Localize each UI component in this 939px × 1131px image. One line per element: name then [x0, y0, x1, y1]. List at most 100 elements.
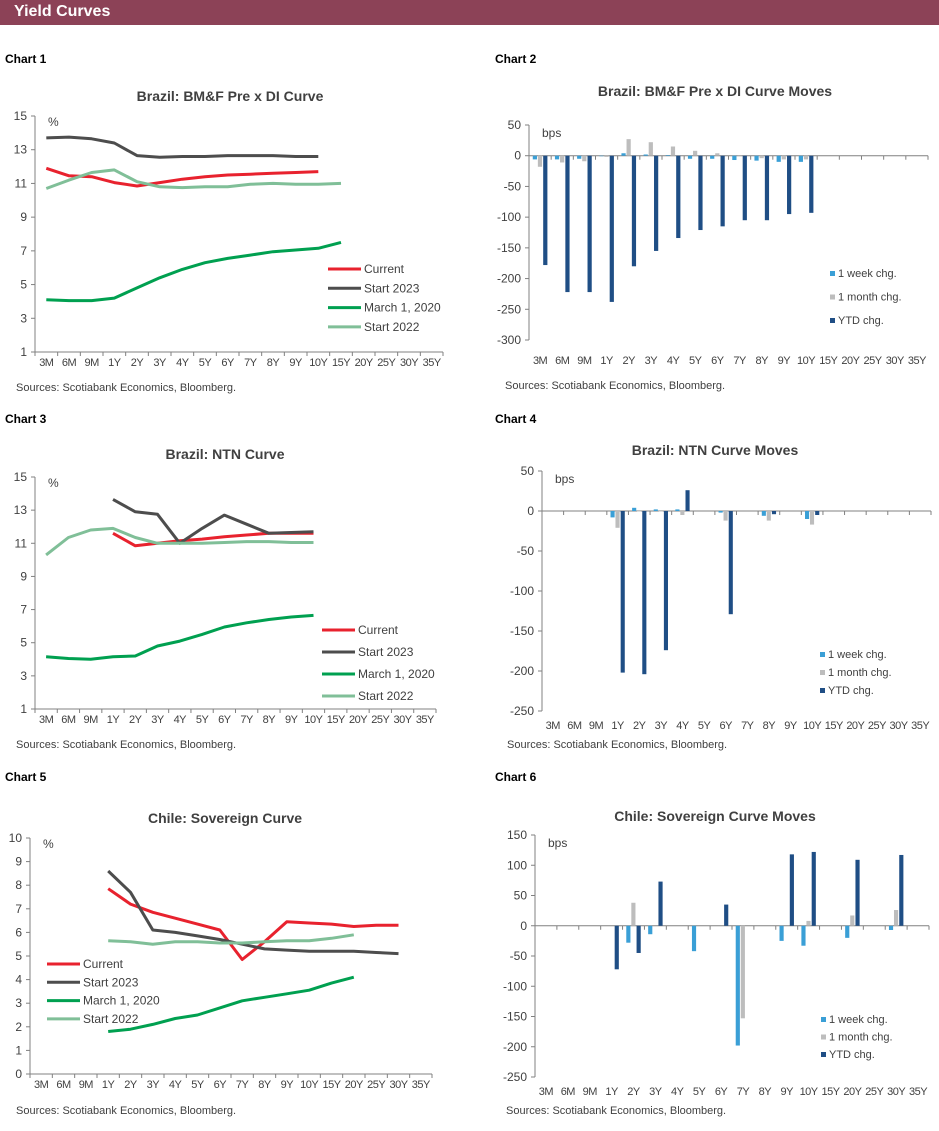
- chart-2-label: Chart 2: [495, 52, 537, 66]
- bar-ytd-chg: [771, 511, 777, 515]
- bar-1-month-chg: [806, 920, 811, 926]
- bar-ytd-chg: [724, 904, 729, 926]
- x-tick-label: 9Y: [289, 357, 303, 369]
- bar-1-week-chg: [691, 925, 697, 952]
- legend-swatch: [830, 294, 835, 300]
- x-tick-label: 8Y: [756, 355, 770, 367]
- legend-label: Start 2022: [358, 689, 414, 703]
- y-tick-label: 6: [15, 925, 22, 939]
- chart-1-source: Sources: Scotiabank Economics, Bloomberg…: [16, 382, 237, 394]
- legend-label: 1 week chg.: [828, 649, 887, 661]
- y-tick-label: 3: [20, 311, 27, 325]
- x-tick-label: 30Y: [389, 1079, 408, 1091]
- chart-3-title: Brazil: NTN Curve: [165, 446, 285, 462]
- bar-ytd-chg: [742, 155, 747, 221]
- x-tick-label: 30Y: [886, 355, 905, 367]
- x-tick-label: 9Y: [780, 1086, 794, 1098]
- series-line-current: [45, 166, 319, 188]
- legend-label: Start 2023: [358, 645, 414, 659]
- bar-ytd-chg: [658, 881, 663, 926]
- x-tick-label: 1Y: [600, 355, 614, 367]
- x-tick-label: 3Y: [151, 714, 165, 726]
- bar-1-week-chg: [798, 155, 803, 162]
- chart-3-source: Sources: Scotiabank Economics, Bloomberg…: [16, 739, 237, 751]
- y-tick-label: -100: [497, 210, 521, 224]
- x-tick-label: 3M: [39, 357, 54, 369]
- bar-ytd-chg: [764, 155, 770, 221]
- x-tick-label: 8Y: [763, 720, 777, 732]
- bar-1-month-chg: [740, 925, 745, 1019]
- legend-label: Current: [358, 623, 399, 637]
- bar-ytd-chg: [676, 155, 681, 239]
- y-tick-label: 1: [20, 345, 27, 359]
- bar-1-week-chg: [735, 925, 740, 1046]
- y-tick-label: 11: [15, 176, 28, 190]
- y-tick-label: 5: [20, 636, 27, 650]
- legend-label: Start 2022: [83, 1012, 139, 1026]
- bar-1-week-chg: [532, 155, 537, 160]
- x-tick-label: 5Y: [693, 1086, 707, 1098]
- x-tick-label: 15Y: [821, 1086, 840, 1098]
- x-tick-label: 9M: [84, 714, 99, 726]
- bar-1-week-chg: [632, 507, 637, 511]
- y-tick-label: 0: [527, 504, 534, 518]
- legend-swatch: [820, 670, 825, 675]
- bar-1-week-chg: [754, 155, 759, 161]
- x-tick-label: 4Y: [169, 1079, 183, 1091]
- bar-1-month-chg: [680, 511, 685, 515]
- x-tick-label: 6M: [555, 355, 570, 367]
- legend-swatch: [820, 688, 825, 693]
- unit-label: %: [43, 837, 54, 851]
- y-tick-label: 7: [15, 902, 22, 916]
- x-tick-label: 30Y: [887, 1086, 906, 1098]
- series-line-start-2023: [107, 869, 399, 956]
- legend-label: Start 2023: [83, 975, 139, 989]
- chart-5-source: Sources: Scotiabank Economics, Bloomberg…: [16, 1105, 237, 1117]
- x-tick-label: 10Y: [800, 1086, 819, 1098]
- bar-1-month-chg: [850, 915, 855, 926]
- x-tick-label: 15Y: [819, 355, 838, 367]
- section-header: Yield Curves: [0, 0, 939, 25]
- y-tick-label: 11: [15, 536, 28, 550]
- x-tick-label: 9M: [583, 1086, 598, 1098]
- bar-1-week-chg: [761, 511, 766, 516]
- x-tick-label: 9M: [79, 1079, 94, 1091]
- x-tick-label: 30Y: [400, 357, 419, 369]
- legend-label: YTD chg.: [828, 685, 874, 697]
- x-tick-label: 10Y: [797, 355, 816, 367]
- chart-6-source: Sources: Scotiabank Economics, Bloomberg…: [506, 1105, 727, 1117]
- legend-label: March 1, 2020: [358, 667, 435, 681]
- bar-1-week-chg: [610, 511, 615, 518]
- legend-label: 1 week chg.: [829, 1014, 888, 1026]
- bar-ytd-chg: [642, 511, 647, 675]
- y-tick-label: 3: [20, 669, 27, 683]
- x-tick-label: 9M: [577, 355, 592, 367]
- y-tick-label: 5: [15, 949, 22, 963]
- y-tick-label: 10: [9, 831, 23, 845]
- bar-ytd-chg: [565, 155, 570, 293]
- x-tick-label: 35Y: [423, 357, 442, 369]
- x-tick-label: 3M: [539, 1086, 554, 1098]
- x-tick-label: 9Y: [285, 714, 299, 726]
- x-tick-label: 2Y: [627, 1086, 641, 1098]
- series-line-start-2022: [45, 526, 314, 557]
- y-tick-label: -200: [497, 272, 521, 286]
- x-tick-label: 5Y: [196, 714, 210, 726]
- bar-1-week-chg: [643, 154, 648, 156]
- x-tick-label: 4Y: [667, 355, 681, 367]
- legend-label: YTD chg.: [829, 1049, 875, 1061]
- x-tick-label: 25Y: [868, 720, 887, 732]
- x-tick-label: 9M: [85, 357, 100, 369]
- bar-ytd-chg: [809, 155, 814, 213]
- legend-label: 1 month chg.: [829, 1032, 893, 1044]
- bar-ytd-chg: [698, 155, 703, 231]
- bar-1-week-chg: [888, 925, 894, 930]
- bar-1-month-chg: [737, 155, 742, 156]
- x-tick-label: 4Y: [676, 720, 690, 732]
- bar-1-month-chg: [631, 902, 636, 926]
- bar-1-week-chg: [599, 155, 604, 157]
- y-tick-label: -150: [497, 241, 521, 255]
- x-tick-label: 15Y: [322, 1079, 341, 1091]
- bar-1-month-chg: [560, 155, 565, 163]
- y-tick-label: 1: [20, 702, 27, 716]
